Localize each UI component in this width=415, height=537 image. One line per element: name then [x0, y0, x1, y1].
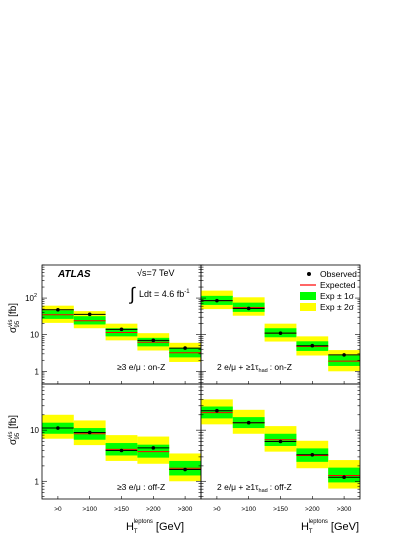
observed-point: [246, 420, 251, 425]
luminosity-integral: ∫: [128, 284, 136, 304]
observed-point: [215, 408, 219, 413]
experiment-label: ATLAS: [57, 269, 91, 280]
observed-point: [119, 327, 124, 332]
panel-label: 2 e/μ + ≥1τhad: on-Z: [217, 362, 292, 374]
x-tick-label: >150: [273, 506, 288, 513]
y-axis-title-top: σvis95[fb]: [8, 303, 21, 333]
observed-point: [56, 307, 60, 312]
panel-label: ≥3 e/μ : off-Z: [117, 482, 165, 492]
x-tick-label: >0: [213, 506, 221, 513]
x-axis-title-left: HTleptons [GeV]: [126, 519, 184, 535]
legend-observed-marker: [307, 272, 311, 276]
x-tick-label: >300: [337, 506, 352, 513]
observed-point: [278, 331, 283, 335]
y-axis-title-bottom: σvis95[fb]: [8, 415, 21, 445]
y-tick-label-exponent: 2: [34, 293, 37, 299]
x-tick-label: >200: [146, 506, 161, 513]
observed-point: [56, 426, 60, 430]
observed-point: [119, 448, 124, 453]
observed-point: [310, 452, 315, 457]
observed-point: [183, 346, 187, 350]
x-tick-label: >150: [114, 506, 129, 513]
observed-point: [87, 430, 92, 435]
panel-2lep-tau-offZ: >0 >100 >150 >200 >300 2 e/μ + ≥1τhad: off-Z: [200, 383, 361, 513]
x-tick-label: >300: [178, 506, 193, 513]
x-tick-label: >200: [305, 506, 320, 513]
observed-point: [342, 475, 346, 480]
legend-band2-marker: [300, 303, 316, 311]
observed-point: [310, 343, 315, 348]
panel-label: 2 e/μ + ≥1τhad: off-Z: [217, 482, 292, 494]
legend-label: Expected: [320, 280, 356, 290]
x-tick-label: >0: [54, 506, 62, 513]
observed-point: [342, 353, 346, 357]
panel-3lep-offZ: >0 >100 >150 >200 >300 1 10 ≥3 e/μ : off-Z: [30, 383, 202, 513]
y-tick-label: 1: [35, 477, 40, 486]
observed-point: [151, 446, 156, 450]
legend-band1-marker: [300, 292, 316, 300]
y-tick-label: 1: [35, 367, 40, 376]
observed-point: [246, 306, 251, 311]
legend-label: Observed: [320, 269, 357, 279]
x-tick-label: >100: [82, 506, 97, 513]
observed-point: [183, 467, 187, 472]
observed-point: [151, 338, 156, 343]
panel-label: ≥3 e/μ : on-Z: [117, 362, 165, 372]
luminosity-label: Ldt = 4.6 fb-1: [139, 289, 190, 299]
legend-label: Exp ± 2σ: [320, 302, 355, 312]
x-tick-label: >100: [241, 506, 256, 513]
y-tick-label: 10: [25, 294, 34, 303]
observed-point: [87, 312, 92, 317]
observed-point: [215, 298, 219, 303]
observed-point: [278, 439, 283, 444]
x-axis-title-right: HTleptons [GeV]: [301, 519, 359, 535]
y-tick-label: 10: [30, 331, 39, 340]
y-tick-label: 10: [30, 426, 39, 435]
legend-label: Exp ± 1σ: [320, 291, 355, 301]
energy-label: √s=7 TeV: [137, 268, 175, 278]
